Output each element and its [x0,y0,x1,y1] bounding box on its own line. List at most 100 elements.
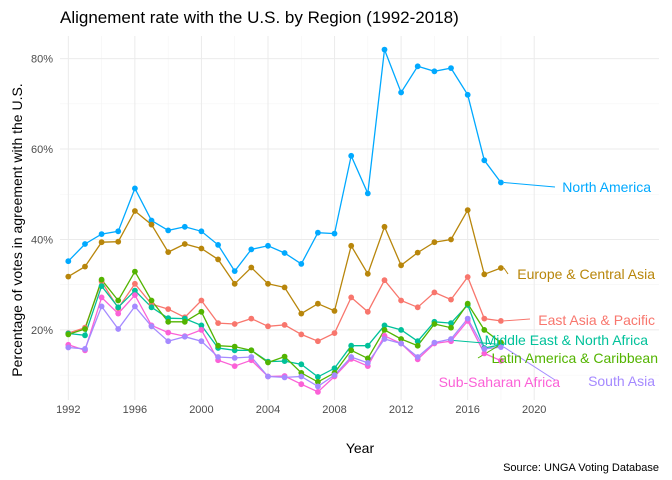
data-point [265,373,271,380]
data-point [414,304,421,311]
data-point [431,289,438,296]
data-point [82,332,88,339]
data-point [448,236,454,243]
data-point [198,297,205,304]
data-point [364,308,371,315]
data-point [132,185,138,192]
y-tick-label: 40% [31,234,53,246]
data-point [481,271,488,278]
data-point [298,310,305,317]
data-point [198,308,205,315]
data-point [315,379,321,385]
data-point [98,231,105,238]
data-point [265,359,271,366]
series-label: East Asia & Pacific [538,312,655,328]
data-point [398,89,404,96]
x-axis-ticks: 1992 1996 2000 2004 2008 2012 2016 2020 [56,404,546,416]
series-label: Middle East & North Africa [485,332,649,348]
x-tick-label: 2008 [322,404,346,416]
series-label: Latin America & Caribbean [491,350,658,366]
data-point [148,297,155,304]
data-point [315,338,321,345]
data-point [82,241,88,247]
series-label: Sub-Saharan Africa [439,374,561,390]
data-point [298,261,305,267]
data-point [115,310,122,317]
data-point [498,344,504,350]
data-point [348,354,355,360]
data-point [215,242,222,248]
data-point [298,373,305,380]
data-point [248,347,255,354]
data-point [265,242,271,249]
label-leader-line [447,339,504,346]
x-tick-label: 2020 [522,404,546,416]
data-point [398,340,404,347]
data-point [281,284,288,291]
data-point [348,294,355,301]
data-point [364,342,371,349]
x-tick-label: 1992 [56,404,80,416]
data-point [265,280,271,287]
data-point [398,336,404,342]
data-point [181,223,188,230]
data-point [132,280,138,287]
data-point [248,264,255,271]
data-point [132,292,138,298]
series-line [67,208,502,315]
data-point [265,323,271,330]
data-point [115,304,122,311]
data-point [98,276,105,283]
data-point [132,268,138,275]
chart-title: Alignement rate with the U.S. by Region … [60,8,459,27]
data-point [148,217,155,224]
data-point [231,363,238,369]
data-point [315,300,321,307]
series-label: North America [562,179,651,195]
x-axis-title: Year [346,440,375,456]
data-point [281,358,288,364]
label-leader-line [503,267,509,275]
data-point [381,336,388,342]
data-point [414,342,421,349]
data-point [481,350,488,357]
data-point [481,346,488,352]
data-point [115,326,122,332]
data-point [331,308,338,314]
data-point [115,228,122,235]
data-point [65,331,72,338]
data-point [364,355,371,362]
data-point [315,389,321,395]
data-point [364,270,371,277]
data-point [65,258,72,265]
data-point [398,262,404,269]
data-point [115,238,122,245]
data-point [315,229,321,236]
data-point [464,300,471,307]
data-point [231,268,238,274]
data-point [364,360,371,366]
data-point [464,91,471,98]
data-point [82,263,88,270]
label-leader-line [503,318,531,322]
data-point [315,383,321,390]
data-point [348,342,355,349]
data-point [65,344,72,351]
data-point [431,339,438,346]
data-point [331,372,338,378]
source-caption: Source: UNGA Voting Database [503,462,659,474]
data-point [248,315,255,322]
series-line [67,49,502,273]
data-point [248,354,255,360]
y-axis-title: Percentage of votes in agreement with th… [9,83,25,376]
label-leader-line [503,182,556,188]
data-point [98,294,105,301]
series-label: Europe & Central Asia [517,266,655,282]
data-point [98,239,105,246]
data-point [414,354,421,360]
data-point [165,318,172,325]
data-point [448,296,454,303]
x-tick-label: 2000 [189,404,213,416]
data-point [231,280,238,287]
data-point [181,333,188,340]
